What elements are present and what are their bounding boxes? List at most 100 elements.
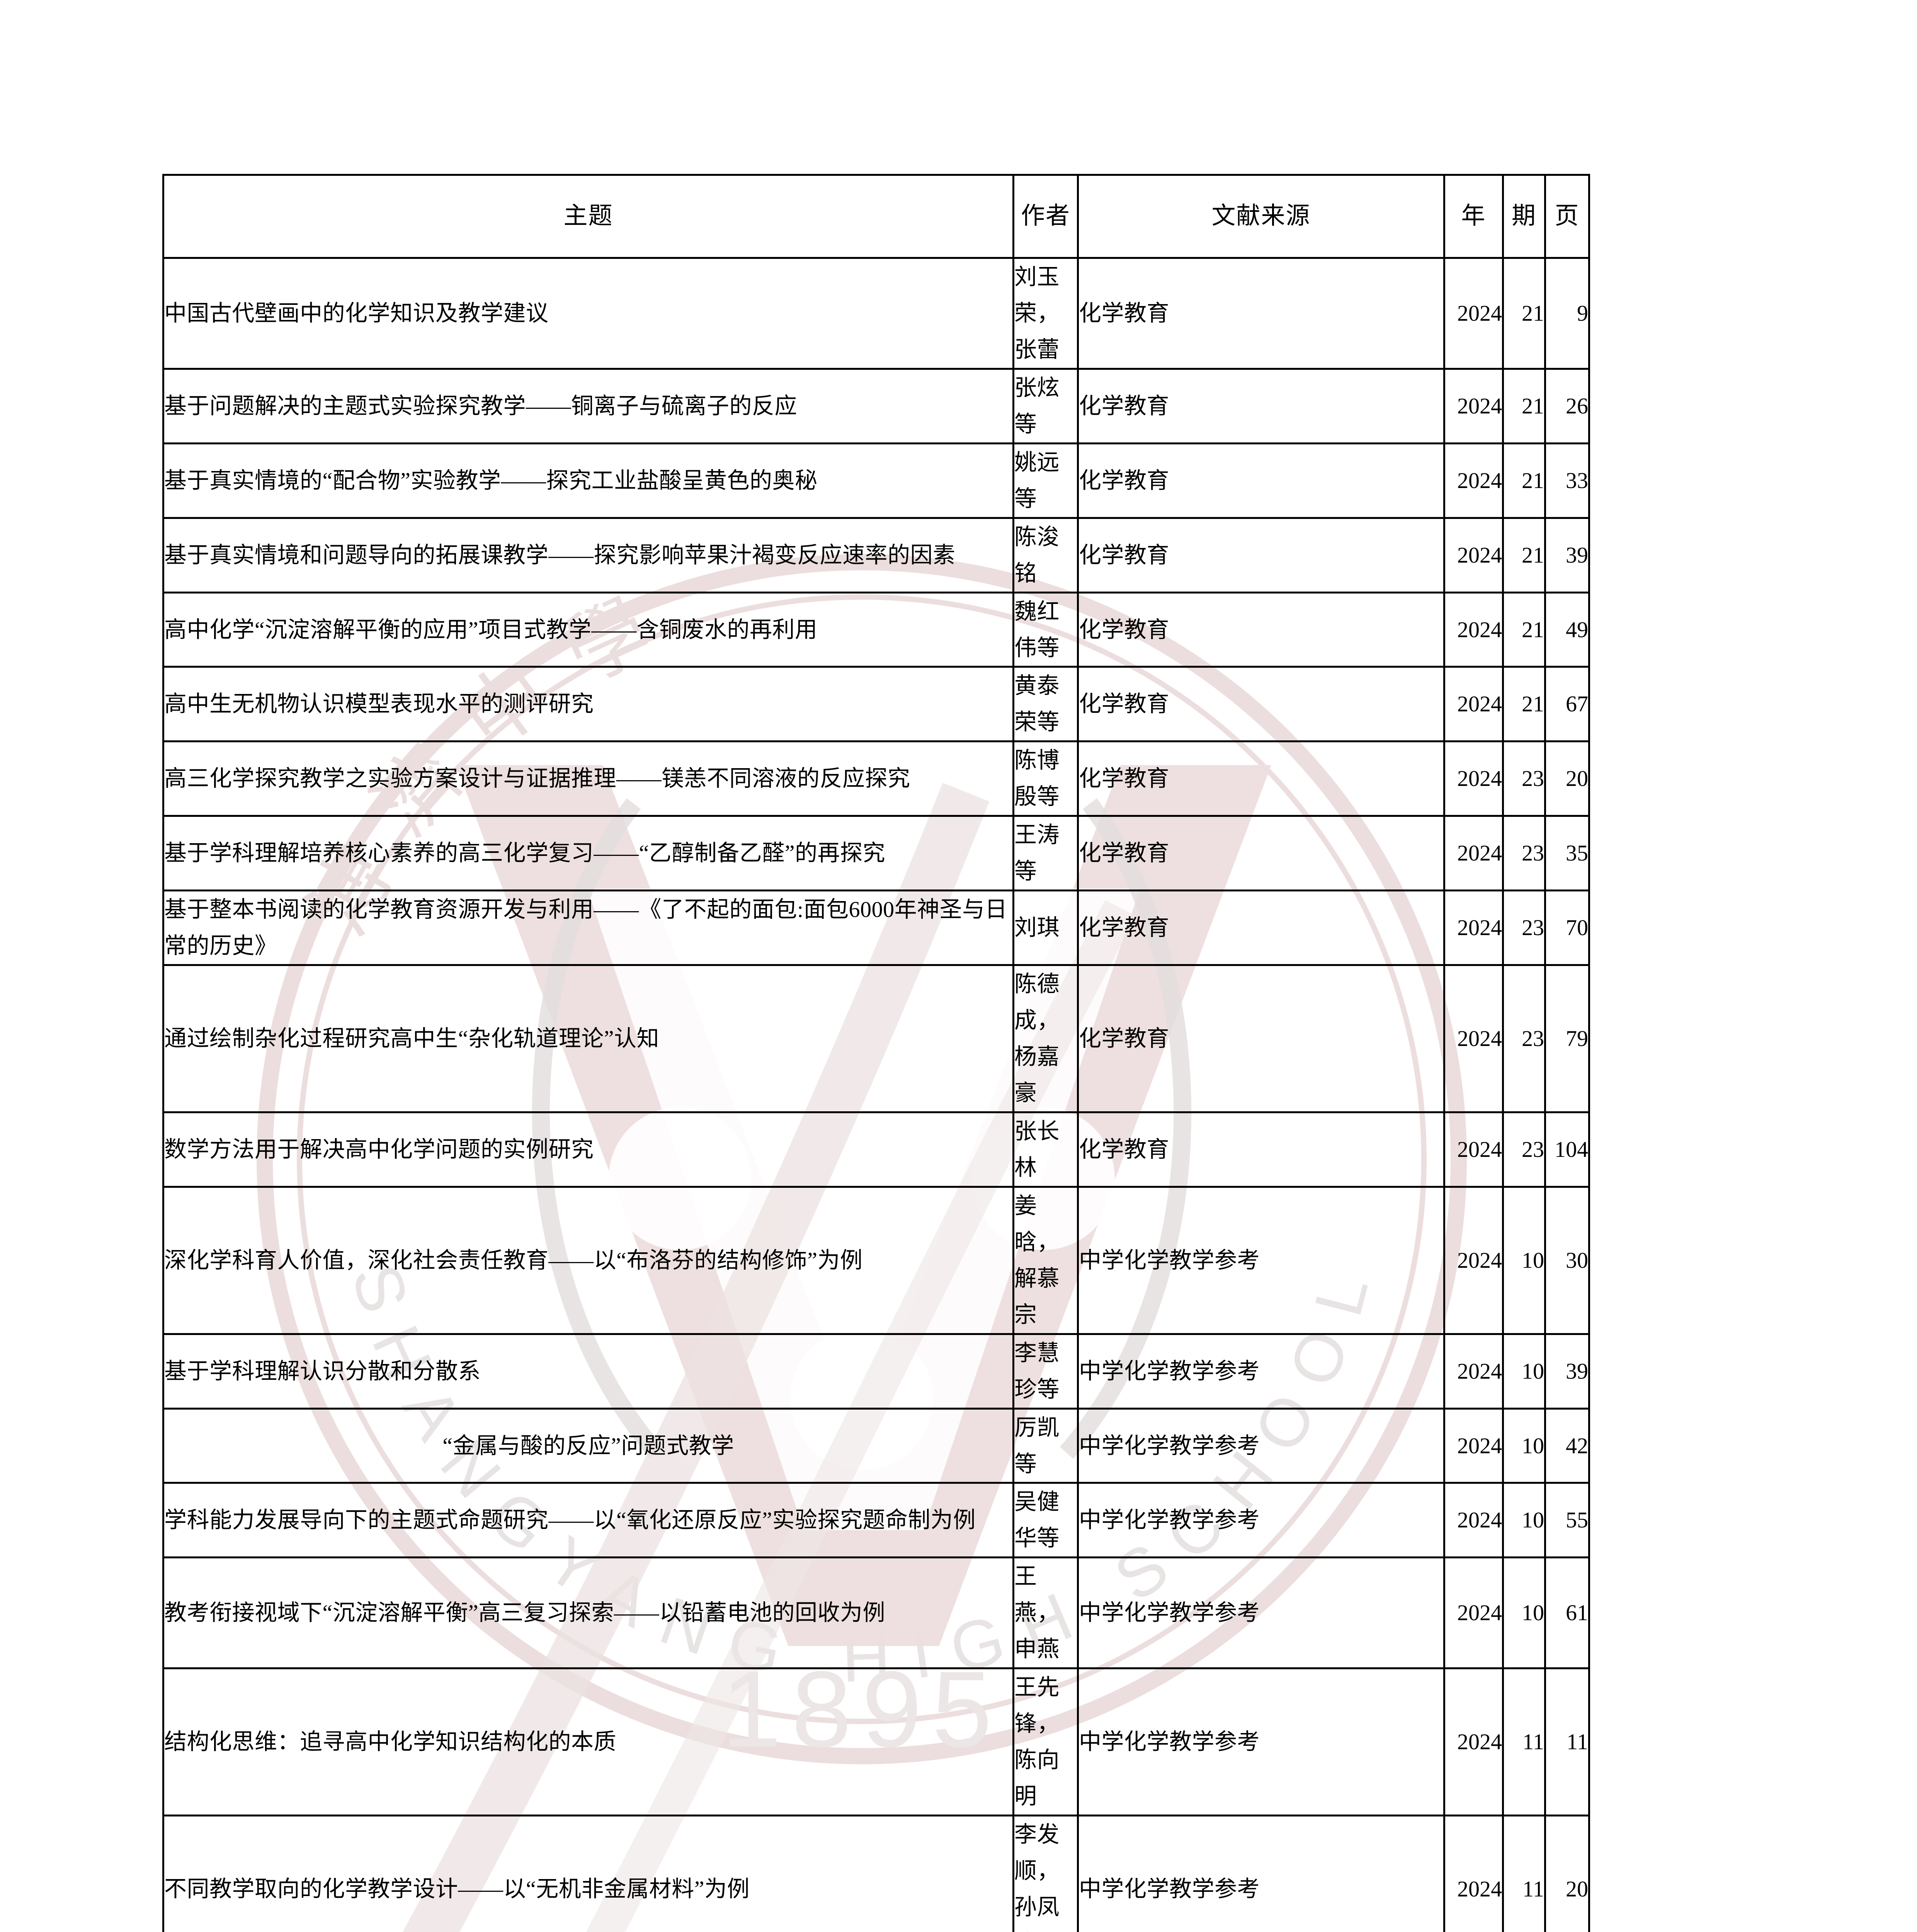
cell-page: 39 <box>1544 517 1590 594</box>
table-header-row: 主题 作者 文献来源 年 期 页 <box>162 174 1590 259</box>
cell-issue: 23 <box>1502 815 1546 892</box>
table-row: 基于学科理解培养核心素养的高三化学复习——“乙醇制备乙醛”的再探究 王涛等 化学教育… <box>162 815 1590 892</box>
table-row: 基于问题解决的主题式实验探究教学——铜离子与硫离子的反应 张炫等 化学教育 2024 2… <box>162 367 1590 444</box>
column-header-issue: 期 <box>1502 174 1546 259</box>
cell-topic: 不同教学取向的化学教学设计——以“无机非金属材料”为例 <box>162 1815 1014 1932</box>
cell-author: 刘玉荣，张蕾 <box>1012 257 1079 370</box>
cell-year: 2024 <box>1443 740 1504 817</box>
cell-issue: 10 <box>1502 1482 1546 1559</box>
cell-author: 厉凯等 <box>1012 1407 1079 1484</box>
cell-topic: 高中生无机物认识模型表现水平的测评研究 <box>162 666 1014 743</box>
column-header-topic: 主题 <box>162 174 1014 259</box>
cell-topic: 中国古代壁画中的化学知识及教学建议 <box>162 257 1014 370</box>
cell-page: 30 <box>1544 1185 1590 1335</box>
cell-page: 61 <box>1544 1556 1590 1670</box>
cell-page: 9 <box>1544 257 1590 370</box>
cell-author: 王燕，申燕 <box>1012 1556 1079 1670</box>
cell-source: 化学教育 <box>1077 591 1445 668</box>
cell-topic: 高三化学探究教学之实验方案设计与证据推理——镁恙不同溶液的反应探究 <box>162 740 1014 817</box>
column-header-page: 页 <box>1544 174 1590 259</box>
cell-issue: 23 <box>1502 1111 1546 1188</box>
table-row: 基于整本书阅读的化学教育资源开发与利用——《了不起的面包:面包6000年神圣与日… <box>162 889 1590 966</box>
cell-source: 中学化学教学参考 <box>1077 1667 1445 1817</box>
cell-year: 2024 <box>1443 257 1504 370</box>
cell-author: 陈博殷等 <box>1012 740 1079 817</box>
cell-issue: 23 <box>1502 889 1546 966</box>
cell-page: 20 <box>1544 1815 1590 1932</box>
cell-issue: 21 <box>1502 367 1546 444</box>
table-row: 中国古代壁画中的化学知识及教学建议 刘玉荣，张蕾 化学教育 2024 21 9 <box>162 257 1590 370</box>
cell-page: 42 <box>1544 1407 1590 1484</box>
cell-year: 2024 <box>1443 1667 1504 1817</box>
table-header: 主题 作者 文献来源 年 期 页 <box>162 174 1590 259</box>
cell-page: 55 <box>1544 1482 1590 1559</box>
cell-page: 49 <box>1544 591 1590 668</box>
cell-issue: 21 <box>1502 517 1546 594</box>
reference-table: 主题 作者 文献来源 年 期 页 中国古代壁画中的化学知识及教学建议 刘玉荣，张蕾… <box>162 174 1590 1932</box>
cell-year: 2024 <box>1443 889 1504 966</box>
cell-page: 67 <box>1544 666 1590 743</box>
cell-source: 化学教育 <box>1077 889 1445 966</box>
table-row: 数学方法用于解决高中化学问题的实例研究 张长林 化学教育 2024 23 104 <box>162 1111 1590 1188</box>
column-header-year: 年 <box>1443 174 1504 259</box>
cell-author: 李发顺，孙凤艳 <box>1012 1815 1079 1932</box>
cell-author: 姜晗，解慕宗 <box>1012 1185 1079 1335</box>
cell-issue: 10 <box>1502 1185 1546 1335</box>
table-row: 基于真实情境的“配合物”实验教学——探究工业盐酸呈黄色的奥秘 姚远等 化学教育 202… <box>162 442 1590 519</box>
cell-issue: 10 <box>1502 1556 1546 1670</box>
cell-source: 中学化学教学参考 <box>1077 1185 1445 1335</box>
cell-page: 39 <box>1544 1333 1590 1410</box>
cell-author: 张长林 <box>1012 1111 1079 1188</box>
cell-page: 104 <box>1544 1111 1590 1188</box>
cell-year: 2024 <box>1443 1556 1504 1670</box>
column-header-source: 文献来源 <box>1077 174 1445 259</box>
cell-topic: 基于真实情境和问题导向的拓展课教学——探究影响苹果汁褐变反应速率的因素 <box>162 517 1014 594</box>
cell-page: 26 <box>1544 367 1590 444</box>
cell-topic: 基于整本书阅读的化学教育资源开发与利用——《了不起的面包:面包6000年神圣与日… <box>162 889 1014 966</box>
table-row: “金属与酸的反应”问题式教学 厉凯等 中学化学教学参考 2024 10 42 <box>162 1407 1590 1484</box>
cell-topic: 基于学科理解培养核心素养的高三化学复习——“乙醇制备乙醛”的再探究 <box>162 815 1014 892</box>
cell-issue: 23 <box>1502 964 1546 1113</box>
cell-source: 化学教育 <box>1077 257 1445 370</box>
cell-source: 化学教育 <box>1077 964 1445 1113</box>
cell-author: 吴健华等 <box>1012 1482 1079 1559</box>
cell-topic: 通过绘制杂化过程研究高中生“杂化轨道理论”认知 <box>162 964 1014 1113</box>
cell-author: 陈浚铭 <box>1012 517 1079 594</box>
cell-page: 33 <box>1544 442 1590 519</box>
cell-author: 王涛等 <box>1012 815 1079 892</box>
cell-source: 化学教育 <box>1077 367 1445 444</box>
cell-topic: 基于问题解决的主题式实验探究教学——铜离子与硫离子的反应 <box>162 367 1014 444</box>
cell-source: 化学教育 <box>1077 740 1445 817</box>
table-row: 基于真实情境和问题导向的拓展课教学——探究影响苹果汁褐变反应速率的因素 陈浚铭 化学… <box>162 517 1590 594</box>
cell-author: 黄泰荣等 <box>1012 666 1079 743</box>
column-header-author: 作者 <box>1012 174 1079 259</box>
cell-author: 姚远等 <box>1012 442 1079 519</box>
table-body: 中国古代壁画中的化学知识及教学建议 刘玉荣，张蕾 化学教育 2024 21 9 基于问题解决… <box>162 257 1590 1932</box>
table-row: 学科能力发展导向下的主题式命题研究——以“氧化还原反应”实验探究题命制为例 吴健华… <box>162 1482 1590 1559</box>
table-row: 深化学科育人价值，深化社会责任教育——以“布洛芬的结构修饰”为例 姜晗，解慕宗 中学… <box>162 1185 1590 1335</box>
cell-topic: 深化学科育人价值，深化社会责任教育——以“布洛芬的结构修饰”为例 <box>162 1185 1014 1335</box>
cell-year: 2024 <box>1443 1185 1504 1335</box>
table-row: 高中生无机物认识模型表现水平的测评研究 黄泰荣等 化学教育 2024 21 67 <box>162 666 1590 743</box>
table-row: 教考衔接视域下“沉淀溶解平衡”高三复习探索——以铅蓄电池的回收为例 王燕，申燕 中学… <box>162 1556 1590 1670</box>
cell-year: 2024 <box>1443 1815 1504 1932</box>
cell-page: 20 <box>1544 740 1590 817</box>
cell-author: 李慧珍等 <box>1012 1333 1079 1410</box>
cell-page: 79 <box>1544 964 1590 1113</box>
cell-page: 35 <box>1544 815 1590 892</box>
table-row: 不同教学取向的化学教学设计——以“无机非金属材料”为例李发顺，孙凤艳中学化学教学… <box>162 1815 1590 1932</box>
cell-topic: 数学方法用于解决高中化学问题的实例研究 <box>162 1111 1014 1188</box>
cell-source: 化学教育 <box>1077 815 1445 892</box>
cell-topic: 学科能力发展导向下的主题式命题研究——以“氧化还原反应”实验探究题命制为例 <box>162 1482 1014 1559</box>
cell-topic: 基于真实情境的“配合物”实验教学——探究工业盐酸呈黄色的奥秘 <box>162 442 1014 519</box>
cell-topic: “金属与酸的反应”问题式教学 <box>162 1407 1014 1484</box>
cell-year: 2024 <box>1443 666 1504 743</box>
table-row: 高中化学“沉淀溶解平衡的应用”项目式教学——含铜废水的再利用 魏红伟等 化学教育 20… <box>162 591 1590 668</box>
cell-year: 2024 <box>1443 1111 1504 1188</box>
cell-author: 陈德成，杨嘉豪 <box>1012 964 1079 1113</box>
cell-issue: 23 <box>1502 740 1546 817</box>
cell-author: 王先锋，陈向明 <box>1012 1667 1079 1817</box>
cell-author: 魏红伟等 <box>1012 591 1079 668</box>
cell-source: 化学教育 <box>1077 517 1445 594</box>
